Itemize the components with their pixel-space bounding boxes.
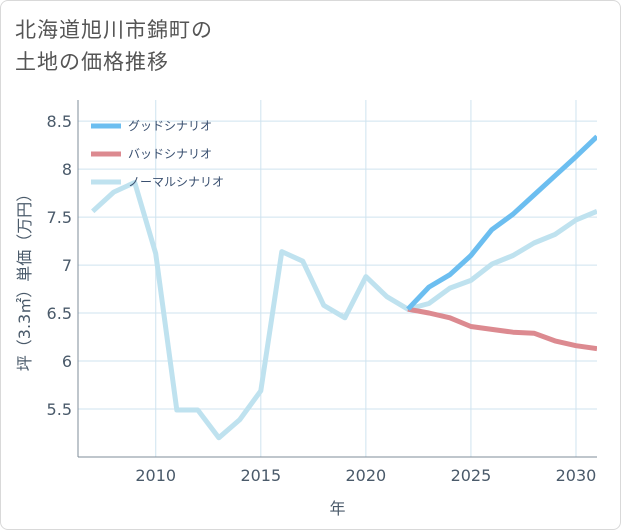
y-tick-label: 7.5: [47, 208, 72, 227]
title-line-2: 土地の価格推移: [15, 50, 169, 74]
legend-label-1: バッドシナリオ: [128, 147, 212, 161]
y-tick-label: 6.5: [47, 304, 72, 323]
legend-label-0: グッドシナリオ: [128, 119, 212, 133]
series-line-0: [406, 134, 597, 311]
x-tick-label: 2010: [135, 466, 176, 485]
series-line-2: [91, 180, 597, 441]
legend-label-2: ノーマルシナリオ: [128, 175, 224, 189]
y-tick-label: 6: [62, 352, 72, 371]
x-axis-title: 年: [329, 499, 345, 518]
x-tick-label: 2020: [346, 466, 387, 485]
x-tick-label: 2030: [556, 466, 597, 485]
y-tick-label: 5.5: [47, 400, 72, 419]
y-axis-title: 坪（3.3㎡）単価（万円）: [15, 186, 34, 371]
series-line-1: [407, 306, 597, 352]
y-tick-label: 7: [62, 256, 72, 275]
x-tick-label: 2015: [240, 466, 281, 485]
x-tick-label: 2025: [451, 466, 492, 485]
y-tick-label: 8.5: [47, 112, 72, 131]
y-tick-label: 8: [62, 160, 72, 179]
title-line-1: 北海道旭川市錦町の: [15, 18, 213, 42]
page-title: 北海道旭川市錦町の 土地の価格推移: [15, 14, 415, 78]
